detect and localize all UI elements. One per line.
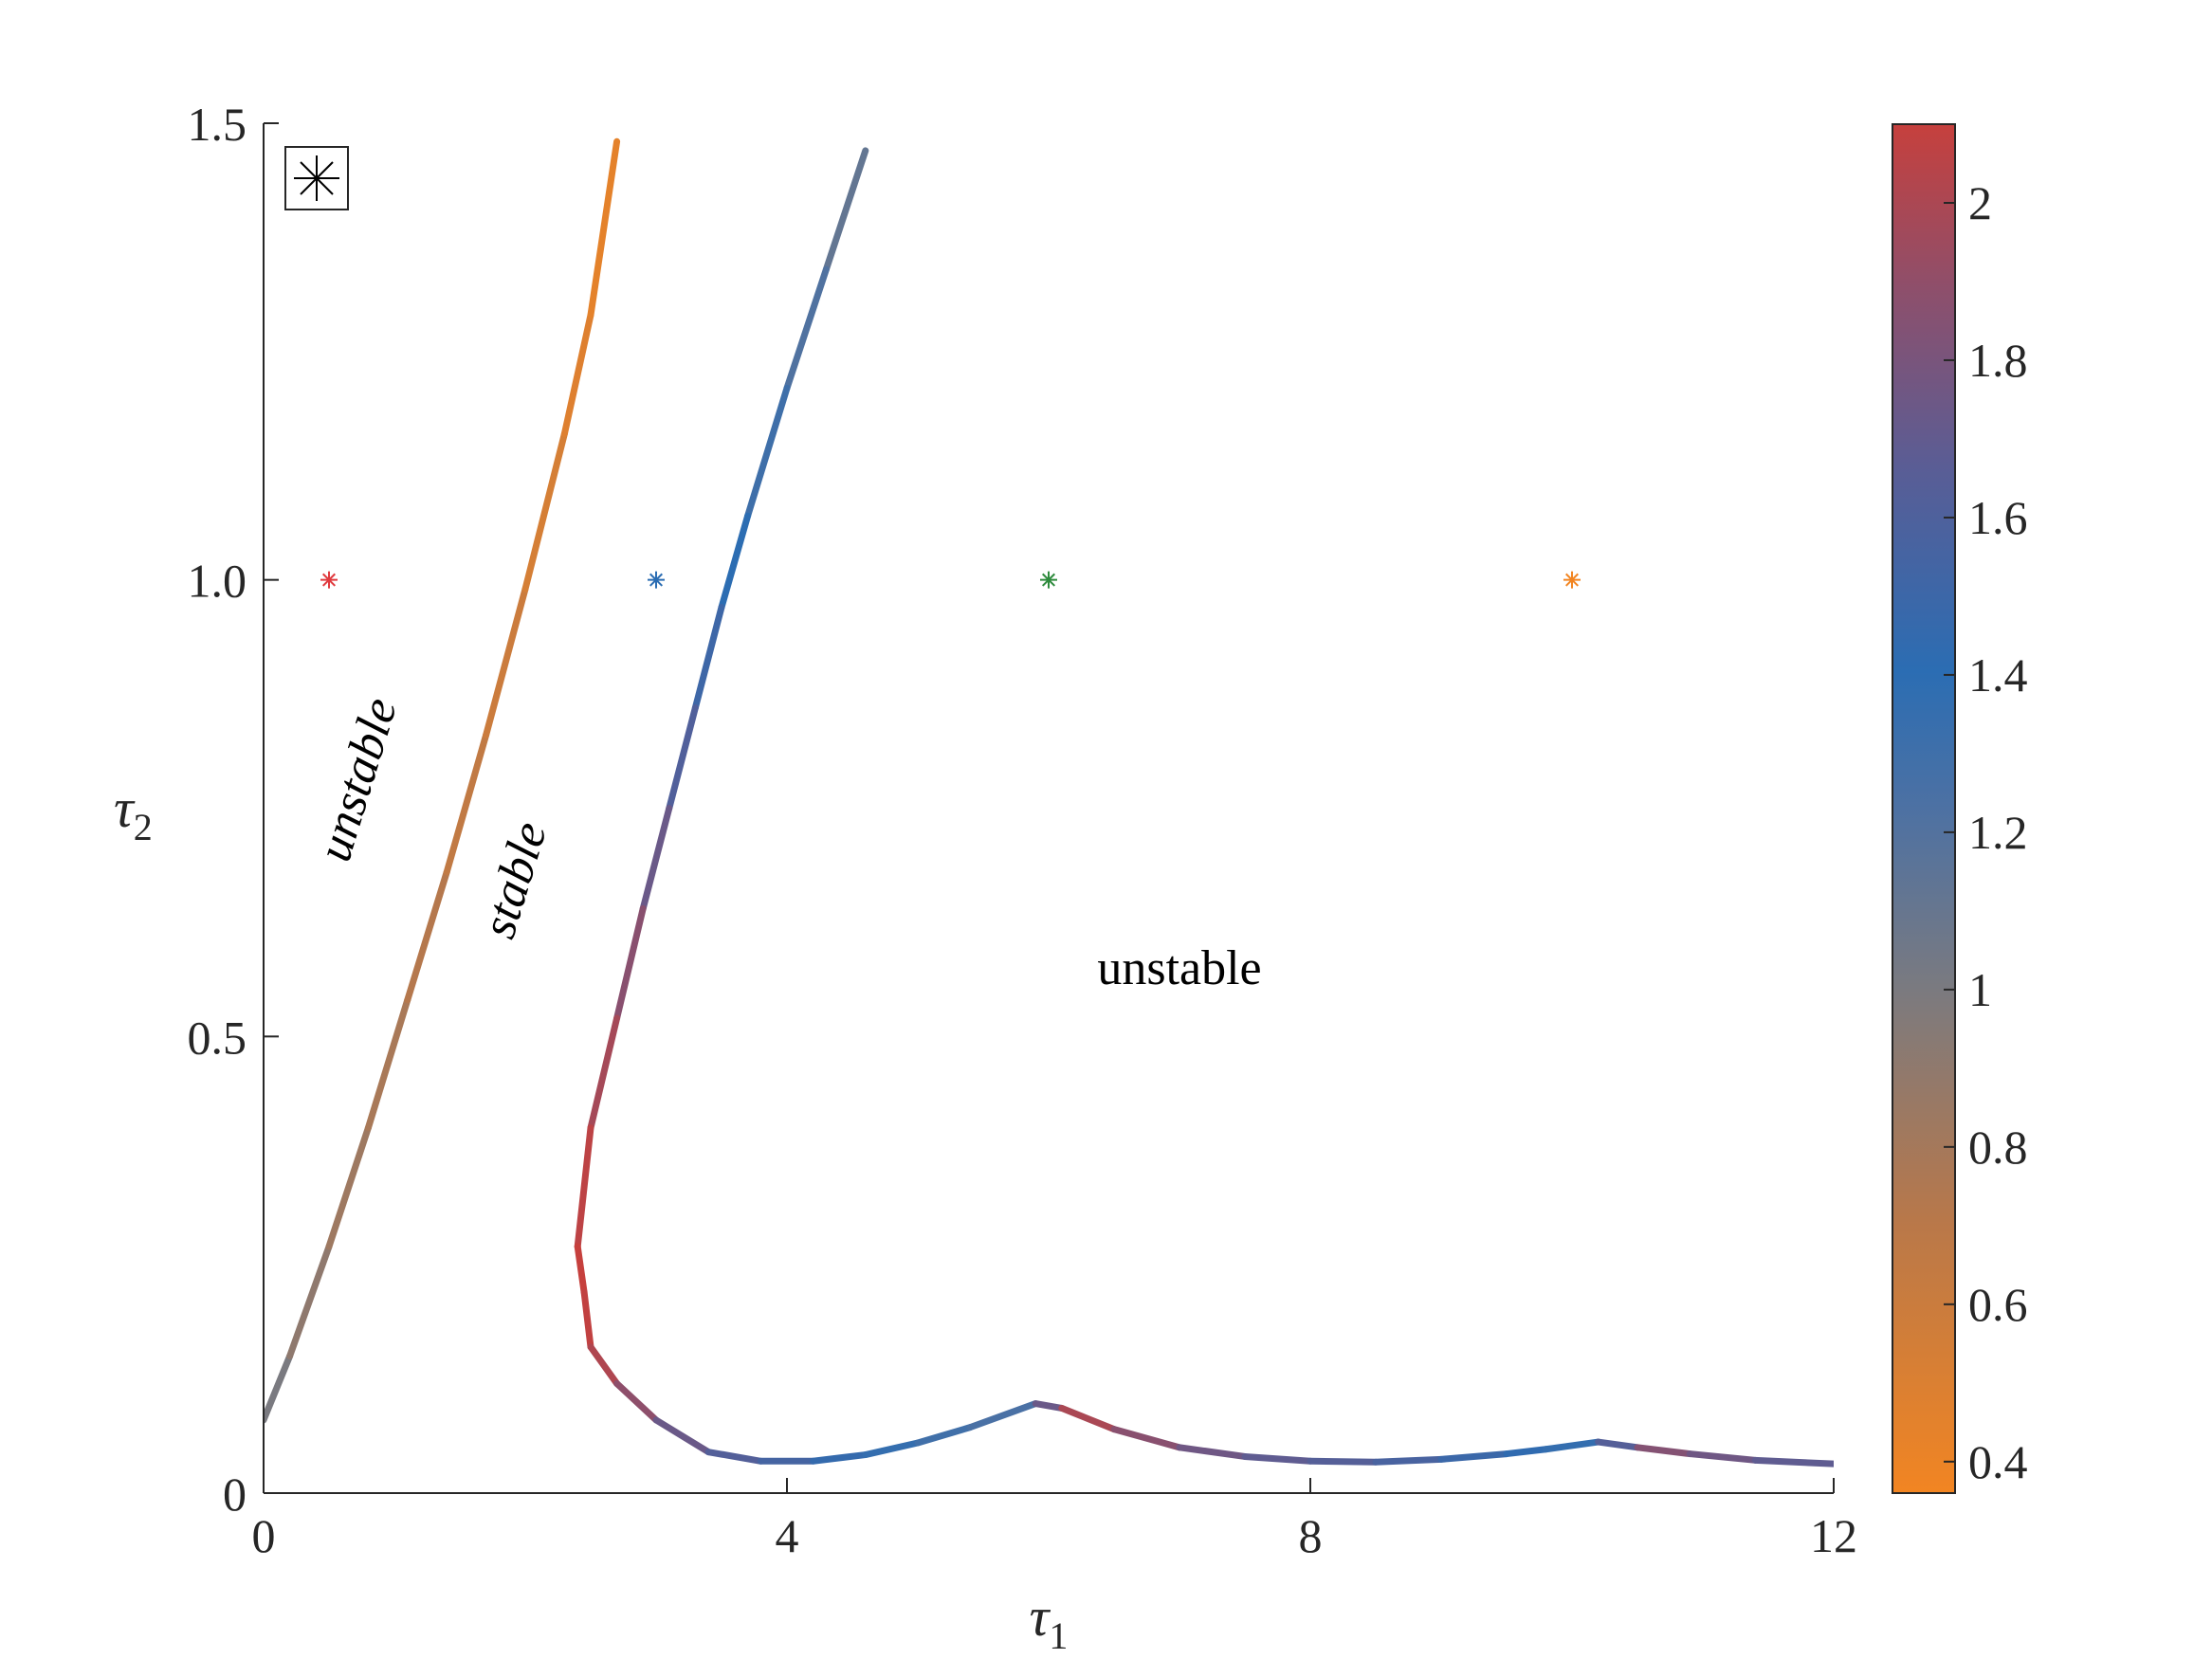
y-tick-label: 1.5 <box>188 98 247 151</box>
colorbar-tick-label: 1.8 <box>1968 334 2028 387</box>
curve-2-segment <box>1241 1452 1314 1465</box>
curve-2-segment <box>1110 1426 1183 1451</box>
colorbar-tick-label: 0.8 <box>1968 1121 2028 1174</box>
curve-2-segment <box>862 1439 922 1459</box>
x-tick-label: 4 <box>776 1509 799 1562</box>
curve-1-segment <box>364 996 411 1132</box>
curve-1-segment <box>325 1124 372 1250</box>
colorbar-tick-label: 1.6 <box>1968 491 2028 544</box>
curve-1-segment <box>587 137 621 319</box>
curve-2-segment <box>574 1243 588 1296</box>
sample-markers <box>320 571 1581 589</box>
region-annotations: unstable stable unstable <box>307 692 1262 995</box>
x-ticks: 0 4 8 12 <box>252 1478 1857 1562</box>
colorbar-tick-label: 0.6 <box>1968 1278 2028 1331</box>
region-label: unstable <box>307 692 408 867</box>
region-label: stable <box>471 816 558 944</box>
curve-2-segment <box>666 704 699 811</box>
curve-2-segment <box>1503 1446 1549 1458</box>
y-axis-label: τ2 <box>114 777 153 848</box>
x-tick-label: 12 <box>1810 1509 1857 1562</box>
curve-2-segment <box>822 147 869 273</box>
curve-2-segment <box>744 384 791 520</box>
curve-2-segment <box>613 904 647 1022</box>
curve-2-segment <box>1751 1456 1834 1468</box>
star-legend-icon <box>284 146 349 210</box>
curve-2-segment <box>718 512 752 611</box>
colorbar-ticks: 0.4 0.6 0.8 1 1.2 1.4 1.6 1.8 2 <box>1944 176 2028 1488</box>
y-ticks: 0 0.5 1.0 1.5 <box>188 98 279 1521</box>
curve-1-segment <box>560 311 594 438</box>
y-tick-label: 0.5 <box>188 1011 247 1064</box>
star-marker <box>648 571 665 589</box>
colorbar-tick-label: 1.2 <box>1968 806 2028 859</box>
curve-2-segment <box>1176 1444 1249 1460</box>
colorbar: 0.4 0.6 0.8 1 1.2 1.4 1.6 1.8 2 <box>1892 123 2028 1494</box>
curve-2 <box>574 147 1834 1468</box>
curve-2-segment <box>1686 1450 1759 1464</box>
curve-2-segment <box>587 1014 621 1132</box>
colorbar-tick-label: 1 <box>1968 963 1992 1016</box>
colorbar-tick-label: 2 <box>1968 176 1992 229</box>
curve-2-segment <box>587 1343 621 1387</box>
y-tick-label: 0 <box>223 1468 247 1521</box>
curve-2-segment <box>1372 1455 1445 1466</box>
curve-2-segment <box>652 1416 712 1456</box>
curve-2-segment <box>1542 1438 1602 1453</box>
curve-2-segment <box>783 265 830 392</box>
x-tick-label: 8 <box>1299 1509 1323 1562</box>
colorbar-tick-label: 0.4 <box>1968 1435 2028 1488</box>
curve-2-segment <box>1595 1438 1641 1451</box>
curve-2-segment <box>1307 1457 1380 1466</box>
curve-2-segment <box>966 1400 1039 1431</box>
curve-2-segment <box>1058 1404 1118 1433</box>
curve-2-segment <box>704 1449 764 1465</box>
colorbar-tick-label: 1.4 <box>1968 648 2028 702</box>
curve-1-segment <box>264 1353 294 1424</box>
curve-1 <box>264 137 621 1424</box>
curve-2-segment <box>914 1424 974 1447</box>
star-marker <box>1040 571 1057 589</box>
curve-2-segment <box>580 1288 594 1351</box>
curve-2-segment <box>574 1124 594 1250</box>
plot-area: unstable stable unstable 0 4 8 12 0 0.5 1.0 1.5 <box>188 98 1858 1562</box>
region-label: unstable <box>1097 941 1261 995</box>
curve-2-segment <box>1634 1444 1693 1458</box>
x-axis-label: τ1 <box>1030 1586 1069 1657</box>
curve-1-segment <box>286 1243 333 1359</box>
curve-2-segment <box>639 805 673 912</box>
y-tick-label: 1.0 <box>188 555 247 608</box>
curve-1-segment <box>404 868 450 1004</box>
curve-2-segment <box>613 1379 660 1424</box>
curve-1-segment <box>521 430 568 592</box>
colorbar-gradient <box>1892 123 1956 1494</box>
x-tick-label: 0 <box>252 1509 276 1562</box>
curve-1-segment <box>443 731 490 876</box>
curve-2-segment <box>810 1451 869 1465</box>
curve-2-segment <box>1032 1400 1066 1412</box>
curve-2-segment <box>1437 1450 1510 1463</box>
curve-1-segment <box>483 585 529 738</box>
star-marker <box>1563 571 1581 589</box>
stability-curves <box>264 137 1834 1468</box>
curve-2-segment <box>691 604 725 712</box>
star-marker <box>320 571 338 589</box>
